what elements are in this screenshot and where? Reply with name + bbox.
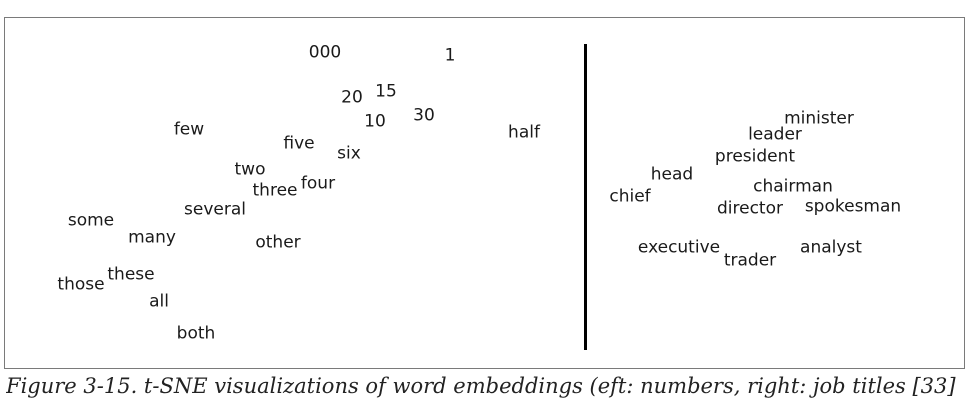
figure-caption: Figure 3-15. t-SNE visualizations of wor…	[6, 374, 956, 398]
job-title-word: trader	[723, 250, 777, 271]
number-word: six	[337, 143, 361, 164]
job-title-word: leader	[748, 124, 802, 145]
number-word: several	[184, 199, 246, 220]
number-word: 000	[308, 42, 342, 63]
job-title-word: executive	[637, 237, 721, 258]
job-title-word: head	[650, 164, 694, 185]
number-word: 1	[444, 45, 456, 66]
number-word: five	[283, 133, 315, 154]
job-title-word: spokesman	[804, 196, 902, 217]
number-word: 30	[413, 105, 435, 126]
job-title-word: chairman	[753, 176, 833, 197]
panel-divider	[584, 44, 587, 350]
job-title-word: analyst	[800, 237, 862, 258]
job-title-word: chief	[609, 186, 651, 207]
number-word: four	[300, 173, 336, 194]
number-word: few	[173, 119, 205, 140]
number-word: half	[508, 122, 540, 143]
job-title-word: minister	[784, 108, 854, 129]
number-word: some	[67, 210, 115, 231]
number-word: these	[107, 264, 155, 285]
number-word: 10	[364, 111, 386, 132]
job-title-word: director	[717, 198, 783, 219]
number-word: three	[252, 180, 298, 201]
number-word: many	[128, 227, 176, 248]
number-word: all	[149, 291, 169, 312]
number-word: those	[57, 274, 105, 295]
number-word: both	[176, 323, 216, 344]
number-word: 20	[341, 87, 363, 108]
figure-frame: 000 1 15 20 10 30 half few five six two four three se…	[4, 17, 965, 369]
number-word: other	[255, 232, 301, 253]
number-word: two	[234, 159, 266, 180]
job-title-word: president	[714, 146, 796, 167]
number-word: 15	[375, 81, 397, 102]
